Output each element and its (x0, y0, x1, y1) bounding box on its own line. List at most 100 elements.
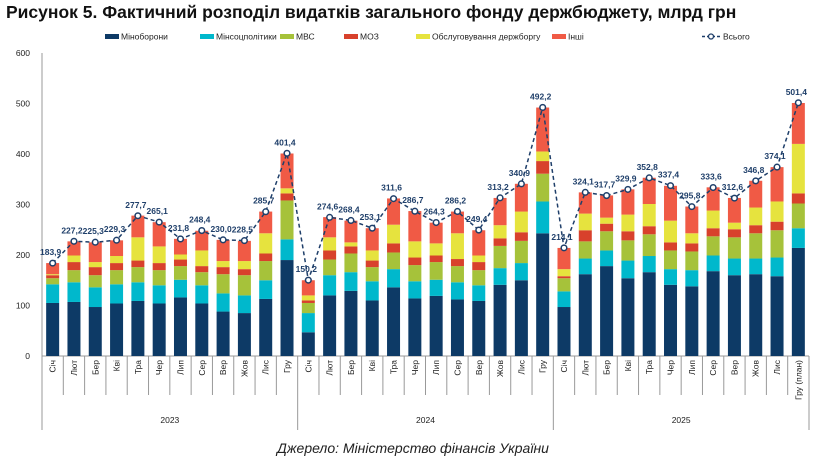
bar-segment (472, 285, 486, 301)
legend-label: Обслуговування держборгу (432, 32, 541, 42)
bar-segment (536, 151, 550, 162)
bar-segment (131, 267, 145, 283)
bar-segment (387, 287, 401, 356)
bar-segment (365, 281, 379, 301)
bar-segment (749, 207, 763, 226)
bar-segment (600, 250, 614, 267)
bar-segment (557, 247, 571, 270)
bar-segment (450, 259, 464, 267)
total-data-label: 268,4 (338, 204, 360, 214)
bar-segment (600, 231, 614, 251)
bar-segment (770, 167, 784, 202)
x-tick-label: Жов (239, 360, 249, 377)
bar-segment (727, 275, 741, 356)
bar-segment (727, 222, 741, 230)
bar-segment (450, 282, 464, 300)
bar-segment (387, 224, 401, 244)
bar-segment (237, 275, 251, 296)
bar-segment (514, 232, 528, 241)
bar-segment (664, 220, 678, 243)
bar-segment (344, 246, 358, 254)
bar-segment (536, 201, 550, 234)
total-point (730, 194, 738, 202)
bar-segment (195, 303, 209, 356)
total-data-label: 249,4 (466, 214, 488, 224)
x-tick-label: Жов (751, 360, 761, 377)
total-data-label: 311,6 (381, 183, 402, 193)
bar-segment (88, 287, 102, 308)
total-data-label: 333,6 (700, 172, 722, 182)
bar-segment (557, 291, 571, 308)
bar-segment (600, 266, 614, 356)
group-label: 2025 (672, 415, 691, 425)
legend-swatch (280, 34, 294, 39)
bar-segment (664, 185, 678, 221)
bar-segment (173, 254, 187, 260)
bar-segment (131, 215, 145, 238)
legend-swatch (344, 34, 358, 39)
bar-segment (727, 197, 741, 223)
bar-segment (578, 213, 592, 231)
bar-segment (88, 275, 102, 288)
total-point (49, 259, 57, 267)
bar-segment (557, 269, 571, 277)
bar-segment (344, 272, 358, 291)
x-tick-label: Тра (389, 360, 399, 374)
y-tick-label: 500 (16, 99, 30, 109)
bar-segment (557, 276, 571, 279)
bar-segment (301, 300, 315, 303)
bar-segment (195, 266, 209, 273)
total-point (347, 216, 355, 225)
bar-segment (493, 284, 507, 356)
legend-swatch (416, 34, 430, 39)
bar-segment (301, 313, 315, 333)
bar-segment (514, 263, 528, 281)
bar-segment (365, 228, 379, 251)
x-tick-label: Кві (623, 360, 633, 371)
bar-segment (706, 236, 720, 256)
bar-segment (791, 203, 805, 229)
bar-segment (67, 241, 81, 256)
total-point (283, 149, 291, 157)
bar-segment (152, 263, 166, 271)
y-tick-label: 300 (16, 200, 30, 210)
total-line (52, 102, 800, 281)
total-point (794, 99, 802, 107)
bar-segment (88, 242, 102, 263)
bar-segment (259, 298, 273, 356)
bar-segment (749, 180, 763, 208)
group-label: 2023 (160, 415, 179, 425)
bar-segment (514, 280, 528, 356)
x-tick-label: Лют (580, 360, 590, 376)
bar-segment (152, 285, 166, 304)
bar-segment (67, 255, 81, 263)
bar-segment (344, 290, 358, 356)
bar-segment (770, 201, 784, 222)
bar-segment (450, 211, 464, 234)
total-point (624, 185, 632, 193)
total-point (198, 227, 206, 235)
total-data-label: 501,4 (786, 87, 808, 97)
total-data-label: 313,2 (487, 182, 509, 192)
bar-segment (749, 233, 763, 259)
bar-segment (578, 230, 592, 242)
bar-segment (387, 269, 401, 288)
bar-segment (770, 257, 784, 277)
bar-segment (323, 250, 337, 260)
bar-segment (664, 242, 678, 251)
bar-segment (685, 270, 699, 287)
bar-segment (706, 187, 720, 211)
bar-segment (429, 295, 443, 356)
bar-segment (237, 295, 251, 314)
bar-segment (493, 268, 507, 285)
bar-segment (110, 263, 124, 271)
bar-segment (621, 231, 635, 241)
bar-segment (770, 276, 784, 356)
bar-segment (536, 173, 550, 202)
total-data-label: 346,8 (743, 165, 765, 175)
bar-segment (387, 243, 401, 253)
bar-segment (472, 300, 486, 356)
bar-segment (323, 217, 337, 238)
bar-segment (557, 278, 571, 292)
total-point (773, 163, 781, 171)
